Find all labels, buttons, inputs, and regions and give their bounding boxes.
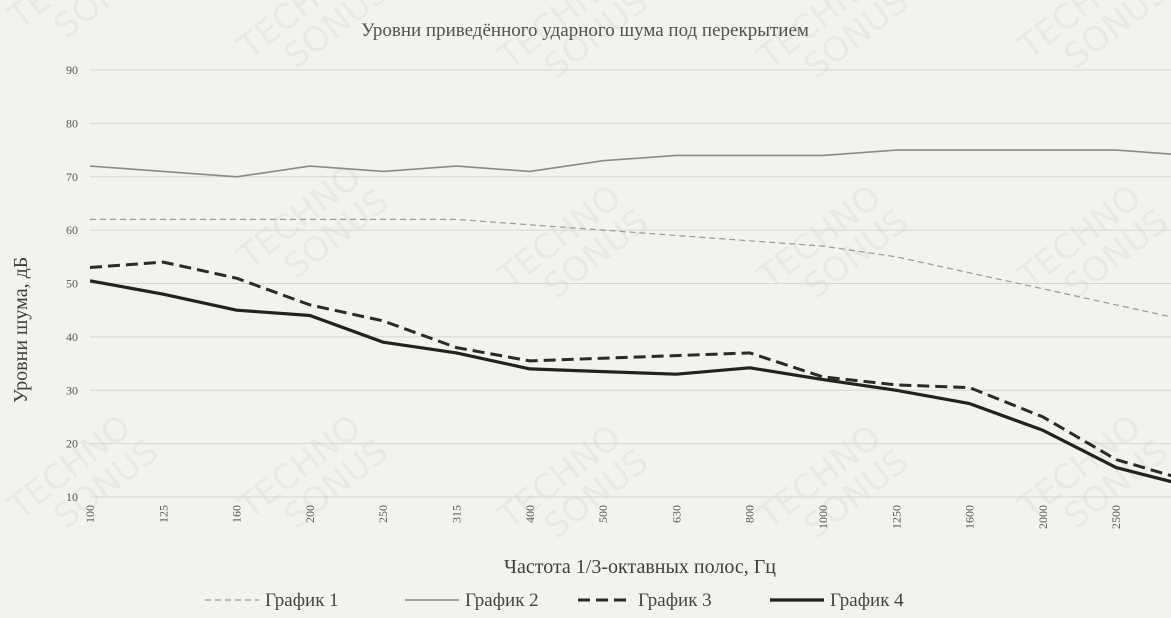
x-tick-label: 1000 <box>816 505 830 529</box>
y-tick-label: 40 <box>66 330 78 344</box>
x-tick-label: 100 <box>83 505 97 523</box>
x-tick-label: 400 <box>523 505 537 523</box>
x-tick-label: 500 <box>596 505 610 523</box>
series-line-1 <box>90 218 1171 318</box>
x-axis-ticks: 100 125 160 200 250 315 400 500 630 800 1000 1250 16… <box>83 505 1123 529</box>
y-tick-label: 60 <box>66 223 78 237</box>
y-tick-label: 90 <box>66 63 78 77</box>
legend: График 1 График 2 График 3 График 4 <box>205 590 904 611</box>
series-line-4 <box>89 279 1171 484</box>
y-tick-label: 30 <box>66 383 78 397</box>
grid <box>90 69 1171 498</box>
x-tick-label: 1600 <box>963 505 977 529</box>
x-tick-label: 800 <box>743 505 757 523</box>
chart-title: Уровни приведённого ударного шума под пе… <box>361 20 809 41</box>
x-tick-label: 200 <box>303 505 317 523</box>
watermark-text: SONUS <box>47 0 166 47</box>
legend-label-3: График 3 <box>638 590 712 611</box>
x-tick-label: 2000 <box>1036 505 1050 529</box>
y-tick-label: 10 <box>66 490 78 504</box>
series-lines <box>89 149 1171 484</box>
series-line-2 <box>89 149 1171 178</box>
x-tick-label: 125 <box>156 505 170 523</box>
legend-label-2: График 2 <box>465 590 539 611</box>
x-axis-label: Частота 1/3-октавных полос, Гц <box>504 556 776 578</box>
x-tick-label: 315 <box>450 505 464 523</box>
legend-label-4: График 4 <box>830 590 904 611</box>
y-axis-ticks: 10 20 30 40 50 60 70 80 90 <box>66 63 78 504</box>
x-tick-label: 250 <box>376 505 390 523</box>
y-tick-label: 50 <box>66 277 78 291</box>
legend-label-1: График 1 <box>265 590 339 611</box>
x-tick-label: 160 <box>230 505 244 523</box>
y-tick-label: 70 <box>66 170 78 184</box>
x-tick-label: 630 <box>669 505 683 523</box>
x-tick-label: 2500 <box>1109 505 1123 529</box>
x-tick-label: 1250 <box>889 505 903 529</box>
y-axis-label: Уровни шума, дБ <box>10 257 32 403</box>
series-line-3 <box>89 260 1171 478</box>
y-tick-label: 20 <box>66 437 78 451</box>
y-tick-label: 80 <box>66 116 78 130</box>
